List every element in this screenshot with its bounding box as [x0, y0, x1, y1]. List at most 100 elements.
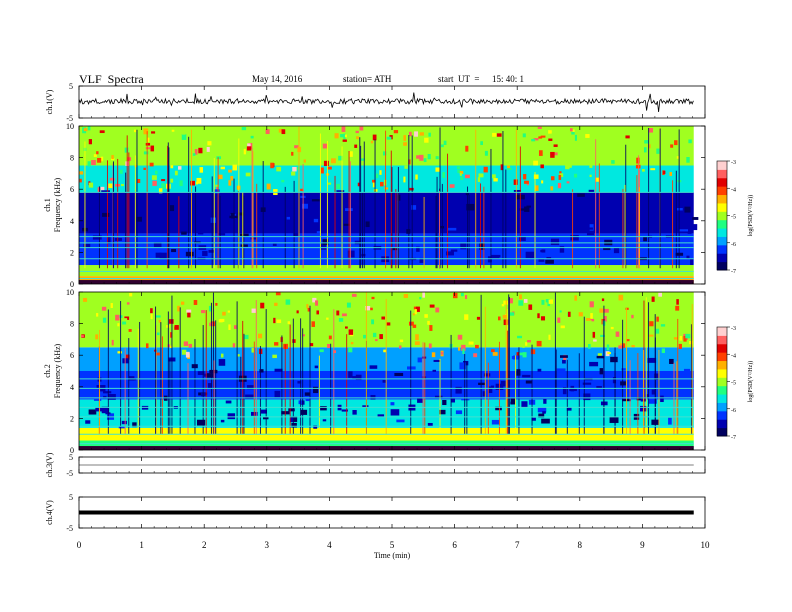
spectrogram-speckle [525, 342, 528, 346]
y-tick-label: 0 [70, 446, 74, 455]
spectrogram-speckle [223, 324, 228, 330]
spectrogram-noise [390, 402, 395, 406]
spectrogram-noise [525, 380, 532, 384]
spectrogram-speckle [456, 166, 460, 169]
y-axis-label: ch.2 [43, 364, 52, 378]
spectrogram-speckle [536, 148, 541, 152]
spectrogram-speckle [385, 313, 390, 320]
spectrogram-speckle [475, 344, 479, 349]
sferic-streak [107, 309, 109, 435]
sferic-streak [255, 300, 257, 435]
x-tick-label: 6 [452, 540, 457, 550]
spectrogram-speckle [220, 166, 225, 170]
spectrogram-speckle [597, 353, 602, 356]
spectrogram-speckle [527, 340, 531, 343]
sferic-streak [360, 145, 362, 269]
spectrogram-speckle [678, 343, 682, 349]
spectrogram-speckle [251, 146, 257, 151]
spectrogram-noise [582, 382, 592, 385]
spectrogram-noise [220, 419, 225, 423]
spectrogram-noise [356, 226, 360, 230]
spectrogram-speckle [196, 177, 202, 184]
spectrogram-speckle [538, 136, 543, 139]
spectrogram-speckle [102, 317, 107, 323]
spectrogram-speckle [655, 328, 660, 334]
spectrogram-noise [129, 376, 135, 381]
spectrogram-noise [103, 391, 112, 394]
colorbar-segment [717, 253, 727, 263]
spectrogram-noise [585, 227, 593, 230]
sferic-streak [284, 344, 286, 435]
spectrogram-noise [419, 257, 424, 263]
sferic-streak [309, 305, 311, 435]
spectrogram-speckle [413, 146, 416, 150]
spectrogram-noise [382, 379, 387, 383]
spectrogram-noise [300, 409, 308, 415]
colorbar-segment [717, 402, 727, 412]
spectrogram-speckle [87, 161, 91, 167]
sferic-streak [637, 353, 639, 435]
sferic-streak [578, 353, 580, 435]
spectrogram-speckle [587, 320, 592, 326]
spectrogram-noise [460, 243, 467, 250]
spectrogram-speckle [294, 145, 299, 149]
spectrogram-noise [136, 216, 142, 222]
spectrogram-speckle [368, 133, 373, 137]
spectrogram-speckle [99, 130, 105, 134]
spectrogram-speckle [679, 335, 682, 341]
spectrogram-speckle [292, 339, 296, 343]
sferic-streak [625, 144, 627, 269]
spectrogram-speckle [540, 164, 544, 169]
colorbar-segment [717, 177, 727, 187]
spectrogram-speckle [590, 313, 593, 319]
spectrogram-speckle [190, 180, 196, 186]
sferic-streak [508, 296, 510, 435]
sferic-streak [447, 153, 449, 269]
spectrogram-speckle [179, 180, 183, 187]
spectrogram-noise [654, 373, 659, 380]
spectrogram-noise [352, 409, 357, 415]
spectrogram-speckle [670, 144, 674, 148]
spectrogram-speckle [161, 179, 166, 182]
spectrogram-noise [648, 397, 657, 404]
spectrogram-speckle [507, 165, 511, 169]
spectrogram-speckle [415, 306, 420, 312]
spectrogram-speckle [422, 292, 425, 298]
spectrogram-noise [230, 212, 235, 219]
spectrogram-speckle [346, 302, 351, 308]
spectrogram-noise [460, 201, 469, 204]
spectrogram-noise [679, 229, 689, 232]
sferic-streak [507, 330, 509, 435]
spectrogram-noise [128, 200, 132, 205]
spectrogram-noise [313, 386, 319, 394]
spectrogram-speckle [180, 301, 185, 305]
x-tick-label: 0 [77, 540, 82, 550]
spectrogram-speckle [449, 184, 455, 188]
sferic-streak [215, 320, 217, 435]
spectrogram-speckle [677, 335, 680, 339]
sferic-streak [475, 129, 477, 269]
spectrogram-speckle [87, 144, 90, 148]
spectrogram-noise [450, 398, 455, 403]
spectrogram-speckle [477, 177, 481, 183]
spectrogram-speckle [537, 313, 540, 319]
spectrogram-noise [510, 398, 516, 405]
spectrogram-speckle [117, 323, 120, 327]
spectrogram-speckle [435, 307, 440, 313]
spectrogram-noise [479, 243, 485, 250]
spectrogram-speckle [368, 307, 373, 311]
spectrogram-noise [537, 407, 547, 413]
spectrogram-noise [394, 372, 404, 377]
colorbar-segment [717, 244, 727, 254]
spectrogram-noise [605, 392, 613, 397]
spectrogram-noise [577, 193, 585, 197]
spectrogram-noise [227, 413, 236, 420]
sferic-streak [410, 310, 412, 435]
sferic-streak [441, 183, 443, 269]
sferic-streak [243, 333, 245, 435]
spectrogram-speckle [604, 308, 609, 313]
spectrogram-speckle [101, 306, 107, 311]
spectrogram-noise [562, 359, 566, 364]
spectrogram-speckle [322, 143, 327, 149]
sferic-streak [505, 169, 507, 269]
